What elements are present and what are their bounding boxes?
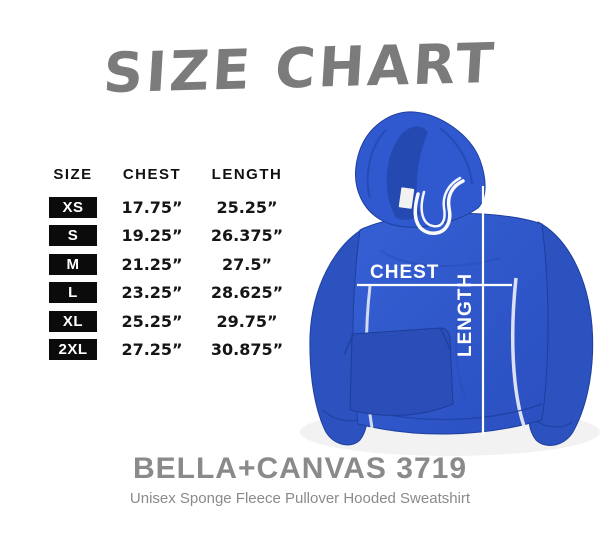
table-header-row: SIZE CHEST LENGTH bbox=[28, 164, 308, 184]
col-header-size: SIZE bbox=[53, 165, 93, 183]
length-label: LENGTH bbox=[455, 273, 476, 357]
size-badge: M bbox=[49, 253, 97, 275]
table-row: XL 25.25” 29.75” bbox=[28, 307, 308, 336]
length-value: 27.5” bbox=[222, 254, 272, 274]
col-header-length: LENGTH bbox=[211, 165, 283, 183]
table-row: XS 17.75” 25.25” bbox=[28, 193, 308, 222]
chest-label: CHEST bbox=[370, 262, 439, 283]
hoodie-measurement-diagram: CHEST LENGTH bbox=[300, 98, 600, 456]
page-title: SIZE CHART bbox=[101, 30, 499, 106]
table-row: L 23.25” 28.625” bbox=[28, 279, 308, 308]
hoodie-image: CHEST LENGTH bbox=[300, 111, 600, 456]
table-row: S 19.25” 26.375” bbox=[28, 222, 308, 251]
chest-value: 17.75” bbox=[121, 197, 183, 217]
size-badge: S bbox=[49, 225, 97, 247]
length-value: 26.375” bbox=[210, 226, 284, 246]
chest-value: 23.25” bbox=[121, 283, 183, 303]
size-badge: L bbox=[49, 282, 97, 304]
length-value: 28.625” bbox=[210, 283, 284, 303]
length-value: 25.25” bbox=[216, 197, 278, 217]
chest-value: 21.25” bbox=[121, 254, 183, 274]
size-badge: XS bbox=[49, 196, 97, 218]
length-value: 30.875” bbox=[210, 340, 284, 360]
chest-value: 19.25” bbox=[121, 226, 183, 246]
size-badge: 2XL bbox=[49, 339, 97, 361]
drawstring bbox=[420, 176, 462, 228]
col-header-chest: CHEST bbox=[122, 165, 182, 183]
table-row: 2XL 27.25” 30.875” bbox=[28, 336, 308, 365]
neck-tag bbox=[398, 187, 415, 209]
size-table: SIZE CHEST LENGTH XS 17.75” 25.25” S 19.… bbox=[28, 164, 308, 364]
length-value: 29.75” bbox=[216, 311, 278, 331]
chest-value: 27.25” bbox=[121, 340, 183, 360]
chest-value: 25.25” bbox=[121, 311, 183, 331]
drawstring bbox=[413, 179, 465, 235]
product-description: Unisex Sponge Fleece Pullover Hooded Swe… bbox=[129, 490, 471, 507]
product-name: BELLA+CANVAS 3719 bbox=[132, 452, 468, 485]
table-row: M 21.25” 27.5” bbox=[28, 250, 308, 279]
size-badge: XL bbox=[49, 310, 97, 332]
